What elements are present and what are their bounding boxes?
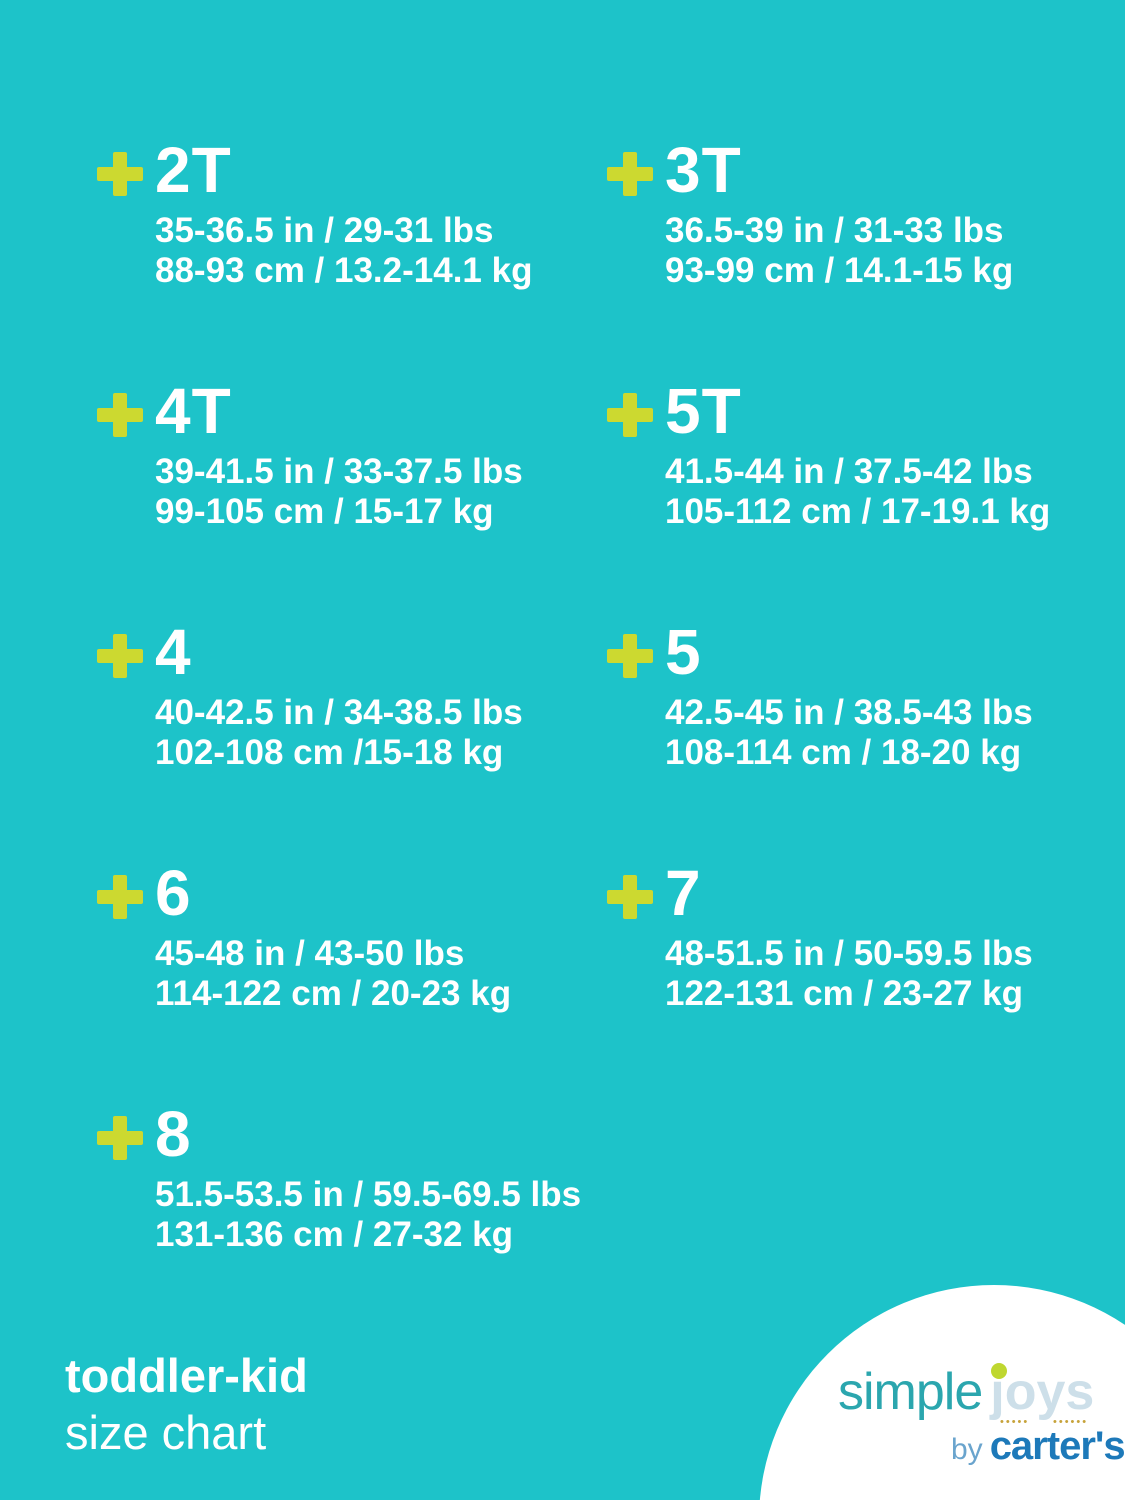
plus-icon (97, 875, 143, 919)
size-label: 2T (155, 134, 232, 206)
plus-icon (97, 152, 143, 196)
plus-icon (607, 393, 653, 437)
plus-icon (607, 634, 653, 678)
size-entry-text: 2T 35-36.5 in / 29-31 lbs 88-93 cm / 13.… (155, 138, 532, 291)
size-metric: 102-108 cm /15-18 kg (155, 733, 504, 772)
logo-underline-dots-right: •••••• (1053, 1416, 1089, 1428)
plus-icon (97, 393, 143, 437)
size-metric: 131-136 cm / 27-32 kg (155, 1215, 514, 1254)
size-metric: 88-93 cm / 13.2-14.1 kg (155, 251, 533, 290)
size-imperial: 39-41.5 in / 33-37.5 lbs (155, 452, 523, 491)
size-imperial: 42.5-45 in / 38.5-43 lbs (665, 693, 1033, 732)
size-label: 4 (155, 616, 192, 688)
size-entry-7: 7 48-51.5 in / 50-59.5 lbs 122-131 cm / … (607, 861, 1033, 1014)
size-imperial: 41.5-44 in / 37.5-42 lbs (665, 452, 1033, 491)
size-label: 5 (665, 616, 702, 688)
size-imperial: 35-36.5 in / 29-31 lbs (155, 211, 494, 250)
size-entry-4: 4 40-42.5 in / 34-38.5 lbs 102-108 cm /1… (97, 620, 523, 773)
size-imperial: 40-42.5 in / 34-38.5 lbs (155, 693, 523, 732)
logo-word-simple: simple (838, 1363, 983, 1421)
size-entry-text: 5T 41.5-44 in / 37.5-42 lbs 105-112 cm /… (665, 379, 1050, 532)
size-metric: 108-114 cm / 18-20 kg (665, 733, 1022, 772)
size-entry-2t: 2T 35-36.5 in / 29-31 lbs 88-93 cm / 13.… (97, 138, 532, 291)
size-metric: 93-99 cm / 14.1-15 kg (665, 251, 1014, 290)
size-metric: 105-112 cm / 17-19.1 kg (665, 492, 1051, 531)
size-entry-5: 5 42.5-45 in / 38.5-43 lbs 108-114 cm / … (607, 620, 1033, 773)
size-entry-text: 7 48-51.5 in / 50-59.5 lbs 122-131 cm / … (665, 861, 1033, 1014)
size-imperial: 51.5-53.5 in / 59.5-69.5 lbs (155, 1175, 582, 1214)
size-entry-5t: 5T 41.5-44 in / 37.5-42 lbs 105-112 cm /… (607, 379, 1050, 532)
logo-word-by: by (951, 1433, 983, 1466)
size-entry-text: 3T 36.5-39 in / 31-33 lbs 93-99 cm / 14.… (665, 138, 1013, 291)
size-entry-text: 4T 39-41.5 in / 33-37.5 lbs 99-105 cm / … (155, 379, 523, 532)
size-label: 4T (155, 375, 232, 447)
size-imperial: 45-48 in / 43-50 lbs (155, 934, 465, 973)
size-label: 3T (665, 134, 742, 206)
size-entry-text: 5 42.5-45 in / 38.5-43 lbs 108-114 cm / … (665, 620, 1033, 773)
size-label: 6 (155, 857, 192, 929)
logo-word-carters: carter's (989, 1424, 1125, 1468)
size-label: 8 (155, 1098, 192, 1170)
size-imperial: 36.5-39 in / 31-33 lbs (665, 211, 1004, 250)
plus-icon (607, 152, 653, 196)
plus-icon (97, 1116, 143, 1160)
size-entry-8: 8 51.5-53.5 in / 59.5-69.5 lbs 131-136 c… (97, 1102, 581, 1255)
brand-logo-byline: by carter's ™ (951, 1424, 1125, 1469)
size-metric: 114-122 cm / 20-23 kg (155, 974, 512, 1013)
page-title: toddler-kid size chart (65, 1352, 308, 1456)
j-dot-icon (991, 1363, 1008, 1379)
size-entry-4t: 4T 39-41.5 in / 33-37.5 lbs 99-105 cm / … (97, 379, 523, 532)
page-title-bold: toddler-kid (65, 1349, 308, 1402)
brand-logo: simple joys (838, 1362, 1094, 1422)
size-metric: 99-105 cm / 15-17 kg (155, 492, 494, 531)
plus-icon (607, 875, 653, 919)
size-entry-6: 6 45-48 in / 43-50 lbs 114-122 cm / 20-2… (97, 861, 511, 1014)
page-title-regular: size chart (65, 1406, 267, 1459)
logo-word-joys: joys (990, 1362, 1094, 1422)
logo-word-joys-text: joys (990, 1363, 1095, 1421)
size-metric: 122-131 cm / 23-27 kg (665, 974, 1024, 1013)
size-imperial: 48-51.5 in / 50-59.5 lbs (665, 934, 1033, 973)
size-label: 5T (665, 375, 742, 447)
size-entry-text: 8 51.5-53.5 in / 59.5-69.5 lbs 131-136 c… (155, 1102, 581, 1255)
size-entry-text: 4 40-42.5 in / 34-38.5 lbs 102-108 cm /1… (155, 620, 523, 773)
size-label: 7 (665, 857, 702, 929)
size-entry-3t: 3T 36.5-39 in / 31-33 lbs 93-99 cm / 14.… (607, 138, 1013, 291)
logo-underline-dots-left: ••••• (1000, 1416, 1030, 1428)
size-entry-text: 6 45-48 in / 43-50 lbs 114-122 cm / 20-2… (155, 861, 511, 1014)
plus-icon (97, 634, 143, 678)
